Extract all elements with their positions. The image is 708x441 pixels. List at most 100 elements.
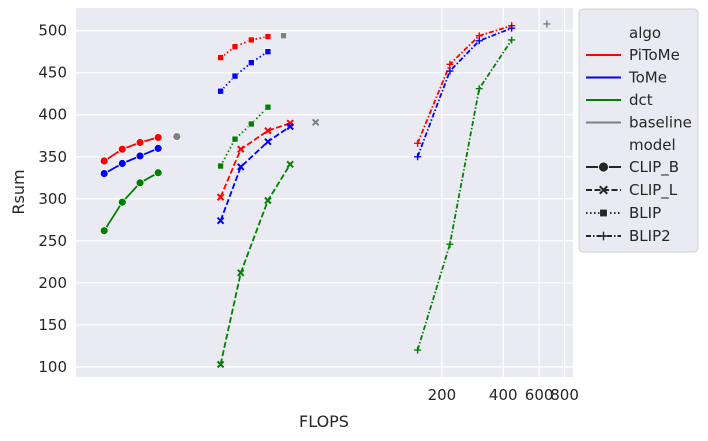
data-point bbox=[414, 346, 422, 354]
series-line bbox=[416, 39, 513, 351]
y-axis-label: Rsum bbox=[9, 169, 28, 214]
data-point bbox=[247, 59, 255, 66]
y-tick-label: 300 bbox=[38, 190, 67, 208]
legend-marker bbox=[598, 161, 609, 173]
data-point bbox=[280, 32, 287, 40]
data-point bbox=[117, 159, 127, 168]
series-line bbox=[219, 122, 291, 198]
data-point bbox=[217, 162, 224, 170]
data-point bbox=[237, 163, 245, 171]
series-dct-clip_b bbox=[99, 168, 163, 236]
legend-entry-label: CLIP_B bbox=[629, 158, 679, 177]
data-point bbox=[153, 168, 163, 178]
data-point bbox=[117, 197, 127, 207]
data-point bbox=[508, 36, 516, 44]
series-tome-blip2 bbox=[414, 24, 516, 161]
series-dct-blip bbox=[217, 103, 272, 170]
legend-entry-label: BLIP bbox=[629, 204, 661, 222]
series-line bbox=[219, 125, 291, 222]
series-pitome-blip bbox=[217, 33, 272, 61]
data-point bbox=[264, 33, 272, 40]
series-baseline-clip_b bbox=[172, 132, 182, 142]
legend-entry-label: PiToMe bbox=[629, 46, 680, 64]
x-tick-label: 600 bbox=[525, 386, 554, 404]
data-point bbox=[286, 122, 294, 131]
y-tick-label: 150 bbox=[38, 316, 67, 334]
data-point bbox=[216, 193, 225, 201]
legend-box bbox=[578, 8, 699, 253]
data-point bbox=[414, 153, 422, 161]
series-pitome-blip2 bbox=[414, 22, 516, 147]
data-point bbox=[446, 67, 454, 75]
series-baseline-clip_l bbox=[311, 118, 320, 127]
series-baseline-blip2 bbox=[543, 20, 551, 28]
data-point bbox=[286, 160, 294, 169]
series-baseline-blip bbox=[280, 32, 287, 40]
series-layer bbox=[99, 20, 551, 369]
data-point bbox=[475, 37, 483, 45]
series-tome-clip_b bbox=[99, 143, 163, 178]
series-line bbox=[220, 35, 269, 59]
data-point bbox=[99, 226, 109, 236]
data-point bbox=[217, 87, 224, 95]
legend-entry-label: dct bbox=[629, 91, 653, 109]
legend-marker bbox=[599, 185, 608, 195]
data-point bbox=[135, 151, 145, 161]
data-point bbox=[264, 137, 272, 146]
series-tome-blip bbox=[217, 48, 272, 95]
y-tick-label: 400 bbox=[38, 106, 67, 124]
legend-entry-label: baseline bbox=[629, 114, 692, 132]
data-point bbox=[231, 72, 239, 80]
y-tick-label: 500 bbox=[38, 22, 67, 40]
data-point bbox=[217, 54, 224, 61]
data-point bbox=[264, 127, 272, 135]
legend-style-title: model bbox=[629, 136, 676, 154]
data-point bbox=[311, 118, 320, 127]
data-point bbox=[247, 120, 255, 128]
data-point bbox=[231, 43, 239, 50]
legend-hue-title: algo bbox=[629, 24, 661, 42]
series-dct-blip2 bbox=[414, 36, 516, 354]
data-point bbox=[264, 48, 272, 56]
data-point bbox=[135, 178, 145, 188]
x-axis-label: FLOPS bbox=[299, 412, 349, 431]
data-point bbox=[446, 60, 454, 68]
series-line bbox=[219, 163, 291, 365]
series-line bbox=[103, 171, 159, 232]
data-point bbox=[153, 133, 163, 142]
y-tick-label: 200 bbox=[38, 274, 67, 292]
data-point bbox=[99, 156, 109, 166]
data-point bbox=[117, 144, 127, 154]
data-point bbox=[264, 103, 272, 111]
series-pitome-clip_b bbox=[99, 133, 163, 166]
data-point bbox=[153, 143, 163, 153]
data-point bbox=[543, 20, 551, 28]
data-point bbox=[247, 36, 255, 44]
y-tick-label: 450 bbox=[38, 64, 67, 82]
legend-marker bbox=[599, 208, 608, 218]
data-point bbox=[475, 85, 483, 93]
series-line bbox=[416, 24, 512, 144]
series-dct-clip_l bbox=[216, 160, 294, 369]
y-tick-label: 250 bbox=[38, 232, 67, 250]
legend-entry-label: BLIP2 bbox=[629, 227, 671, 245]
data-point bbox=[231, 135, 239, 143]
data-point bbox=[237, 145, 245, 153]
data-point bbox=[237, 269, 245, 277]
data-point bbox=[264, 196, 272, 205]
series-line bbox=[416, 27, 513, 158]
series-line bbox=[103, 136, 159, 162]
data-point bbox=[135, 138, 145, 147]
legend-marker bbox=[599, 231, 608, 241]
x-tick-label: 400 bbox=[489, 386, 518, 404]
data-point bbox=[446, 240, 454, 248]
series-tome-clip_l bbox=[216, 122, 294, 225]
data-point bbox=[216, 216, 225, 225]
x-tick-label: 200 bbox=[428, 386, 457, 404]
data-point bbox=[99, 169, 109, 178]
series-pitome-clip_l bbox=[216, 119, 294, 201]
grid-lines bbox=[76, 8, 573, 377]
y-tick-label: 100 bbox=[38, 358, 67, 376]
